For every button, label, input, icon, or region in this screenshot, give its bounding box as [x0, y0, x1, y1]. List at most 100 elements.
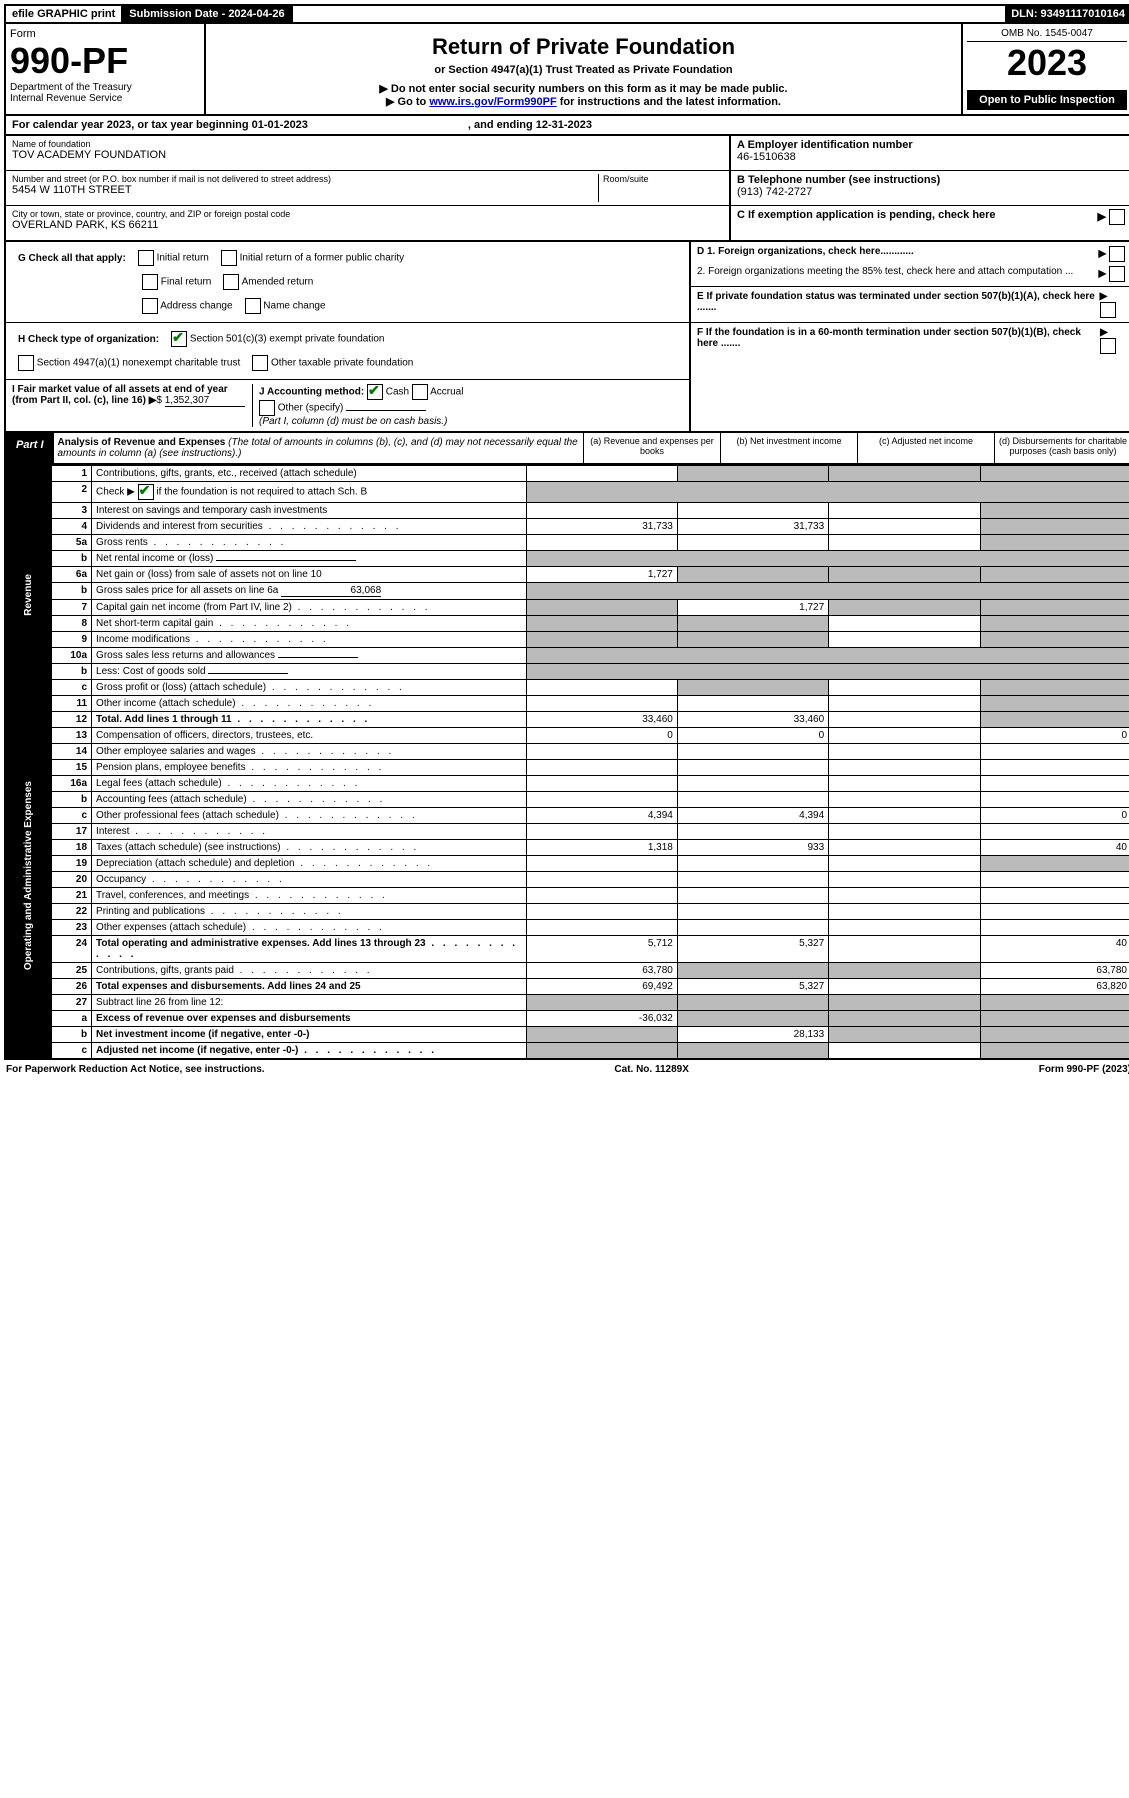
row-num: 7 [51, 600, 91, 616]
footer-right: Form 990-PF (2023) [1039, 1064, 1129, 1075]
row-desc: Other expenses (attach schedule) [92, 920, 526, 936]
phone-label: B Telephone number (see instructions) [737, 174, 1125, 186]
part1-label: Part I [6, 433, 54, 463]
row-num: b [51, 583, 91, 600]
row-desc: Other professional fees (attach schedule… [92, 808, 526, 824]
table-row: 16aLegal fees (attach schedule) [5, 776, 1129, 792]
footer-left: For Paperwork Reduction Act Notice, see … [6, 1064, 265, 1075]
checks-right: D 1. Foreign organizations, check here..… [691, 242, 1129, 431]
row-num: 11 [51, 696, 91, 712]
cell-val: 1,727 [526, 567, 677, 583]
foundation-name: TOV ACADEMY FOUNDATION [12, 149, 723, 161]
arrow-icon: ▶ [1097, 211, 1105, 223]
cb-cash[interactable] [367, 384, 383, 400]
row-desc: Net gain or (loss) from sale of assets n… [92, 567, 526, 583]
cb-accrual[interactable] [412, 384, 428, 400]
cb-d2[interactable] [1109, 266, 1125, 282]
cb-final[interactable] [142, 274, 158, 290]
other-specify [346, 410, 426, 411]
irs-link[interactable]: www.irs.gov/Form990PF [429, 96, 556, 108]
cb-initial-former[interactable] [221, 250, 237, 266]
table-row: 2 Check ▶ if the foundation is not requi… [5, 482, 1129, 503]
table-row: bLess: Cost of goods sold [5, 664, 1129, 680]
row-num: 15 [51, 760, 91, 776]
part1-title: Analysis of Revenue and Expenses [58, 437, 226, 448]
table-row: cGross profit or (loss) (attach schedule… [5, 680, 1129, 696]
row-desc: Interest [92, 824, 526, 840]
cb-name-change[interactable] [245, 298, 261, 314]
note2-pre: ▶ Go to [386, 96, 429, 108]
r2-pre: Check ▶ [96, 487, 135, 498]
cell-val: 28,133 [677, 1027, 828, 1043]
c-checkbox[interactable] [1109, 209, 1125, 225]
cell-val: 0 [980, 728, 1129, 744]
table-row: 12Total. Add lines 1 through 1133,46033,… [5, 712, 1129, 728]
footer-mid: Cat. No. 11289X [614, 1064, 688, 1075]
fmv-value: 1,352,307 [165, 395, 245, 407]
jother-label: Other (specify) [278, 403, 344, 414]
col-b-head: (b) Net investment income [720, 433, 857, 463]
row-num: 6a [51, 567, 91, 583]
row-desc: Total. Add lines 1 through 11 [92, 712, 526, 728]
part1-table: Revenue 1 Contributions, gifts, grants, … [4, 465, 1129, 1060]
form-note2: ▶ Go to www.irs.gov/Form990PF for instru… [212, 95, 955, 108]
info-left: Name of foundation TOV ACADEMY FOUNDATIO… [6, 136, 731, 240]
row-desc: Gross rents [92, 535, 526, 551]
cb-f[interactable] [1100, 338, 1116, 354]
row-desc: Taxes (attach schedule) (see instruction… [92, 840, 526, 856]
ein-label: A Employer identification number [737, 139, 1125, 151]
cb-other-method[interactable] [259, 400, 275, 416]
arrow-icon: ▶ [1099, 249, 1107, 260]
cell-val: 4,394 [677, 808, 828, 824]
name-change-label: Name change [263, 301, 325, 312]
table-row: Revenue 1 Contributions, gifts, grants, … [5, 466, 1129, 482]
arrow-icon: ▶ [1100, 291, 1108, 302]
cell-val: 40 [980, 840, 1129, 856]
cell-val: 1,318 [526, 840, 677, 856]
row-num: 25 [51, 963, 91, 979]
cb-initial[interactable] [138, 250, 154, 266]
row-desc: Dividends and interest from securities [92, 519, 526, 535]
phone-cell: B Telephone number (see instructions) (9… [731, 171, 1129, 206]
r6b-label: Gross sales price for all assets on line… [96, 585, 278, 596]
table-row: cAdjusted net income (if negative, enter… [5, 1043, 1129, 1060]
cb-d1[interactable] [1109, 246, 1125, 262]
cal-begin: For calendar year 2023, or tax year begi… [12, 119, 308, 131]
part1-desc: Analysis of Revenue and Expenses (The to… [54, 433, 583, 463]
cb-amended[interactable] [223, 274, 239, 290]
cb-e[interactable] [1100, 302, 1116, 318]
cb-501c3[interactable] [171, 331, 187, 347]
ein-value: 46-1510638 [737, 151, 1125, 163]
row-num: 24 [51, 936, 91, 963]
row-desc: Capital gain net income (from Part IV, l… [92, 600, 526, 616]
table-row: 17Interest [5, 824, 1129, 840]
r6b-val: 63,068 [281, 585, 381, 597]
cb-schb[interactable] [138, 484, 154, 500]
row-desc: Other income (attach schedule) [92, 696, 526, 712]
accrual-label: Accrual [430, 387, 463, 398]
cell-val: 5,327 [677, 936, 828, 963]
d1-label: D 1. Foreign organizations, check here..… [697, 246, 914, 262]
part1-header: Part I Analysis of Revenue and Expenses … [4, 433, 1129, 465]
cell-val: 63,820 [980, 979, 1129, 995]
irs-label: Internal Revenue Service [10, 93, 200, 104]
table-row: 7Capital gain net income (from Part IV, … [5, 600, 1129, 616]
cell-val: 33,460 [526, 712, 677, 728]
cell-val: 40 [980, 936, 1129, 963]
submission-date: Submission Date - 2024-04-26 [123, 6, 292, 22]
table-row: 20Occupancy [5, 872, 1129, 888]
row-num: c [51, 1043, 91, 1060]
ij-block: I Fair market value of all assets at end… [6, 380, 689, 431]
info-right: A Employer identification number 46-1510… [731, 136, 1129, 240]
header-mid: Return of Private Foundation or Section … [206, 24, 961, 114]
d2-label: 2. Foreign organizations meeting the 85%… [697, 266, 1073, 282]
expenses-side: Operating and Administrative Expenses [5, 728, 51, 1027]
cb-other-tax[interactable] [252, 355, 268, 371]
row-num: 20 [51, 872, 91, 888]
cell-val: 31,733 [677, 519, 828, 535]
cb-4947[interactable] [18, 355, 34, 371]
row-desc: Interest on savings and temporary cash i… [92, 503, 526, 519]
cb-addr-change[interactable] [142, 298, 158, 314]
ein-cell: A Employer identification number 46-1510… [731, 136, 1129, 171]
cell-val: 0 [677, 728, 828, 744]
